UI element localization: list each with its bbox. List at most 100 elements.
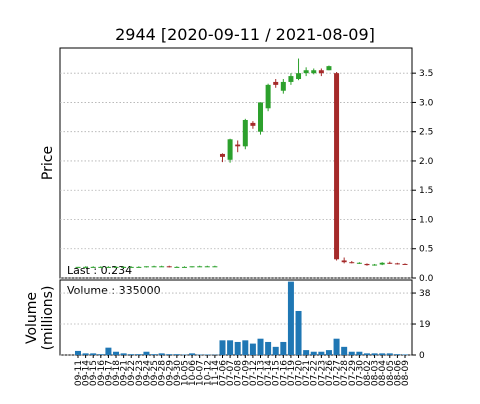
volume-bar <box>258 339 264 355</box>
candle-body <box>144 266 149 267</box>
volume-bar <box>303 350 309 355</box>
candle-body <box>220 154 225 157</box>
candle-body <box>212 266 217 267</box>
candle-body <box>258 102 263 131</box>
volume-bar <box>326 350 332 355</box>
volume-bar <box>98 354 104 355</box>
volume-bar <box>265 342 271 355</box>
candle-body <box>121 267 126 268</box>
y-tick-label: 0.0 <box>419 274 434 284</box>
candle-body <box>372 265 377 266</box>
candle-body <box>395 263 400 264</box>
volume-bar <box>136 354 142 355</box>
candle-body <box>152 266 157 267</box>
y-tick-label: 1.0 <box>419 215 434 225</box>
candle-body <box>167 266 172 267</box>
volume-bar <box>273 347 279 355</box>
candle-body <box>326 66 331 70</box>
candle-body <box>304 70 309 73</box>
volume-axis-title: (millions) <box>40 286 56 351</box>
candle-body <box>235 145 240 147</box>
volume-bar <box>372 353 378 355</box>
y-axis-title: Price <box>40 146 56 180</box>
candle-body <box>311 70 316 73</box>
candle-body <box>296 73 301 79</box>
volume-bar <box>356 352 362 355</box>
candle-body <box>91 267 96 268</box>
volume-bar <box>151 354 157 355</box>
x-tick-label: 08-09 <box>401 360 411 386</box>
volume-bar <box>83 353 89 355</box>
volume-bar <box>219 340 225 355</box>
volume-bar <box>242 340 248 355</box>
candle-body <box>182 267 187 268</box>
candle-body <box>266 85 271 108</box>
volume-bar <box>128 354 134 355</box>
y-tick-label: 3.0 <box>419 98 434 108</box>
chart-title: 2944 [2020-09-11 / 2021-08-09] <box>115 25 375 44</box>
volume-bar <box>318 352 324 355</box>
volume-bar <box>227 340 233 355</box>
volume-bar <box>402 354 408 355</box>
volume-bar <box>159 353 165 355</box>
candle-body <box>387 263 392 264</box>
volume-bar <box>288 282 294 355</box>
y-tick-label: 0.5 <box>419 245 433 255</box>
y-tick-label: 1.5 <box>419 186 433 196</box>
candle-body <box>273 82 278 85</box>
candle-body <box>174 267 179 268</box>
candle-body <box>114 267 119 268</box>
volume-bar <box>280 342 286 355</box>
volume-bar <box>105 348 111 355</box>
candle-body <box>136 267 141 268</box>
volume-bar <box>166 354 172 355</box>
candle-body <box>243 120 248 146</box>
volume-bar <box>311 352 317 355</box>
annotation: Volume : 335000 <box>67 284 161 297</box>
volume-bar <box>334 339 340 355</box>
candle-body <box>159 266 164 267</box>
volume-bar <box>364 353 370 355</box>
volume-bar <box>341 347 347 355</box>
volume-bar <box>113 352 119 355</box>
volume-bar <box>174 354 180 355</box>
volume-bar <box>143 352 149 355</box>
volume-bar <box>349 352 355 355</box>
y-tick-label: 3.5 <box>419 69 433 79</box>
candle-body <box>83 267 88 268</box>
candle-body <box>190 266 195 267</box>
candle-body <box>250 123 255 126</box>
volume-bar <box>189 353 195 355</box>
y-tick-label: 19 <box>419 320 431 330</box>
volume-bar <box>75 351 81 355</box>
candle-body <box>357 263 362 264</box>
price-panel <box>60 48 412 278</box>
candle-body <box>76 267 81 268</box>
volume-bar <box>90 353 96 355</box>
candle-body <box>205 266 210 267</box>
annotation: Last : 0.234 <box>67 264 132 277</box>
candle-body <box>98 267 103 268</box>
candle-body <box>288 76 293 82</box>
candle-body <box>364 264 369 265</box>
candle-body <box>319 70 324 73</box>
volume-bar <box>121 353 127 355</box>
volume-bar <box>387 353 393 355</box>
candle-body <box>197 266 202 267</box>
candle-body <box>106 267 111 268</box>
candle-body <box>403 264 408 265</box>
candle-body <box>334 73 339 259</box>
volume-bar <box>379 353 385 355</box>
candle-body <box>380 263 385 265</box>
volume-bar <box>394 354 400 355</box>
volume-axis-title: Volume <box>24 292 40 344</box>
candle-body <box>228 139 233 159</box>
candle-body <box>349 262 354 263</box>
y-tick-label: 2.5 <box>419 128 433 138</box>
y-tick-label: 0 <box>419 351 425 361</box>
candle-body <box>129 267 134 268</box>
y-tick-label: 2.0 <box>419 157 434 167</box>
volume-bar <box>296 311 302 355</box>
candle-body <box>342 260 347 262</box>
